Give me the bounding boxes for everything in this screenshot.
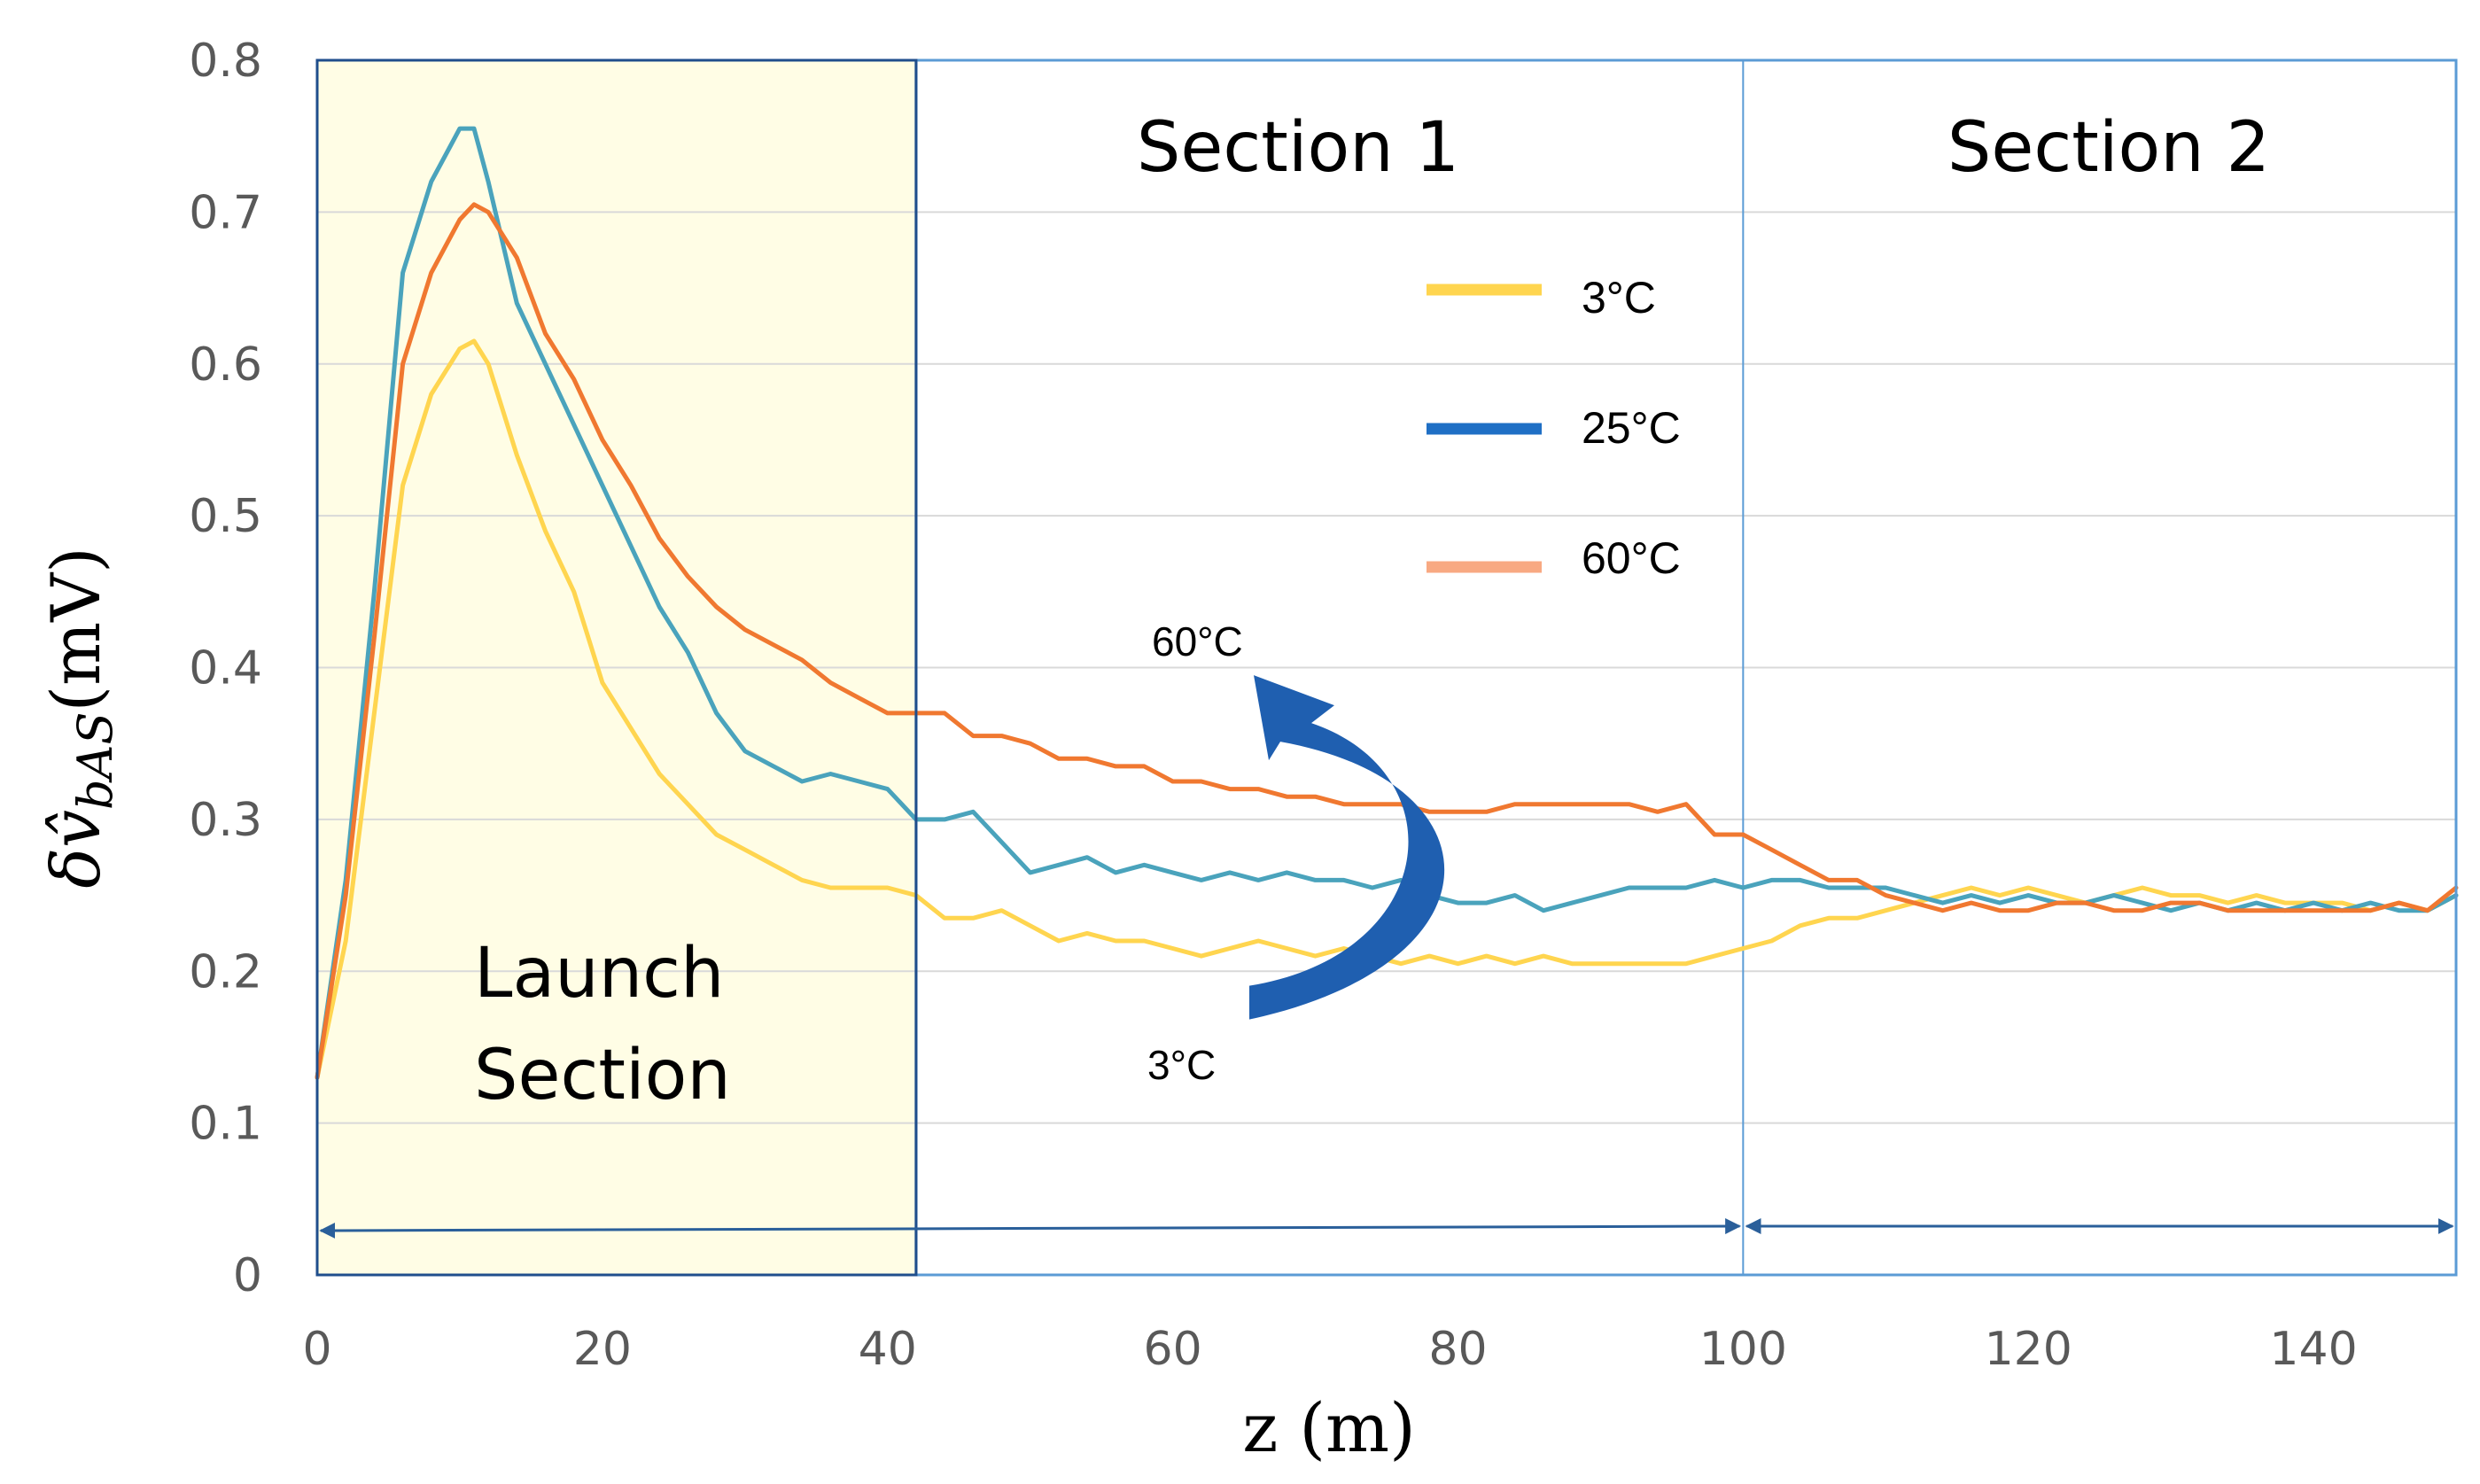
y-axis-title-unit: (mV) [36,547,115,711]
x-axis-title: z (m) [1242,1388,1416,1467]
x-tick-label: 100 [1699,1323,1787,1376]
series-line-1 [315,126,2459,1080]
y-tick-label: 0.5 [189,490,262,543]
y-tick-label: 0.7 [189,186,262,239]
series-line-2 [315,202,2459,1080]
y-tick-label: 0.6 [189,338,262,392]
legend-label-3c: 3°C [1582,273,1656,322]
launch-section-label-line-2: Section [474,1036,731,1115]
legend-label-25c: 25°C [1582,403,1681,453]
x-tick-label: 0 [302,1323,331,1376]
x-tick-label: 140 [2269,1323,2357,1376]
x-tick-label: 40 [859,1323,917,1376]
arrow-label-3c: 3°C [1147,1042,1216,1088]
y-tick-label: 0.4 [189,642,262,695]
temperature-shift-arrow [1249,675,1445,1020]
arrow-label-60c: 60°C [1152,618,1243,664]
y-tick-label: 0.3 [189,794,262,847]
launch-section-label-line-1: Launch [474,934,724,1014]
x-tick-label: 20 [573,1323,632,1376]
x-tick-label: 80 [1428,1323,1487,1376]
plot-area: 0 0.1 0.2 0.3 0.4 0.5 0.6 0.7 0.8 0 20 40 60 80 100 120… [189,35,2459,1376]
section-label-1: Section 1 [1137,108,1459,188]
y-tick-label: 0.1 [189,1098,262,1151]
y-axis-title-subscript: bAS [67,712,123,811]
y-axis-title-v: v̂ [36,810,115,848]
x-tick-label: 60 [1144,1323,1202,1376]
launch-section-frame [315,58,918,1277]
y-tick-label: 0.2 [189,945,262,998]
span-arrow-launch-section1 [319,1218,1742,1239]
y-tick-label: 0.8 [189,35,262,88]
x-tick-label: 120 [1985,1323,2072,1376]
y-axis-title: δv̂bAS(mV) [36,547,123,889]
section-label-2: Section 2 [1947,108,2270,188]
y-axis-title-delta: δ [36,848,115,889]
y-tick-label: 0 [233,1249,262,1302]
legend-label-60c: 60°C [1582,533,1681,583]
